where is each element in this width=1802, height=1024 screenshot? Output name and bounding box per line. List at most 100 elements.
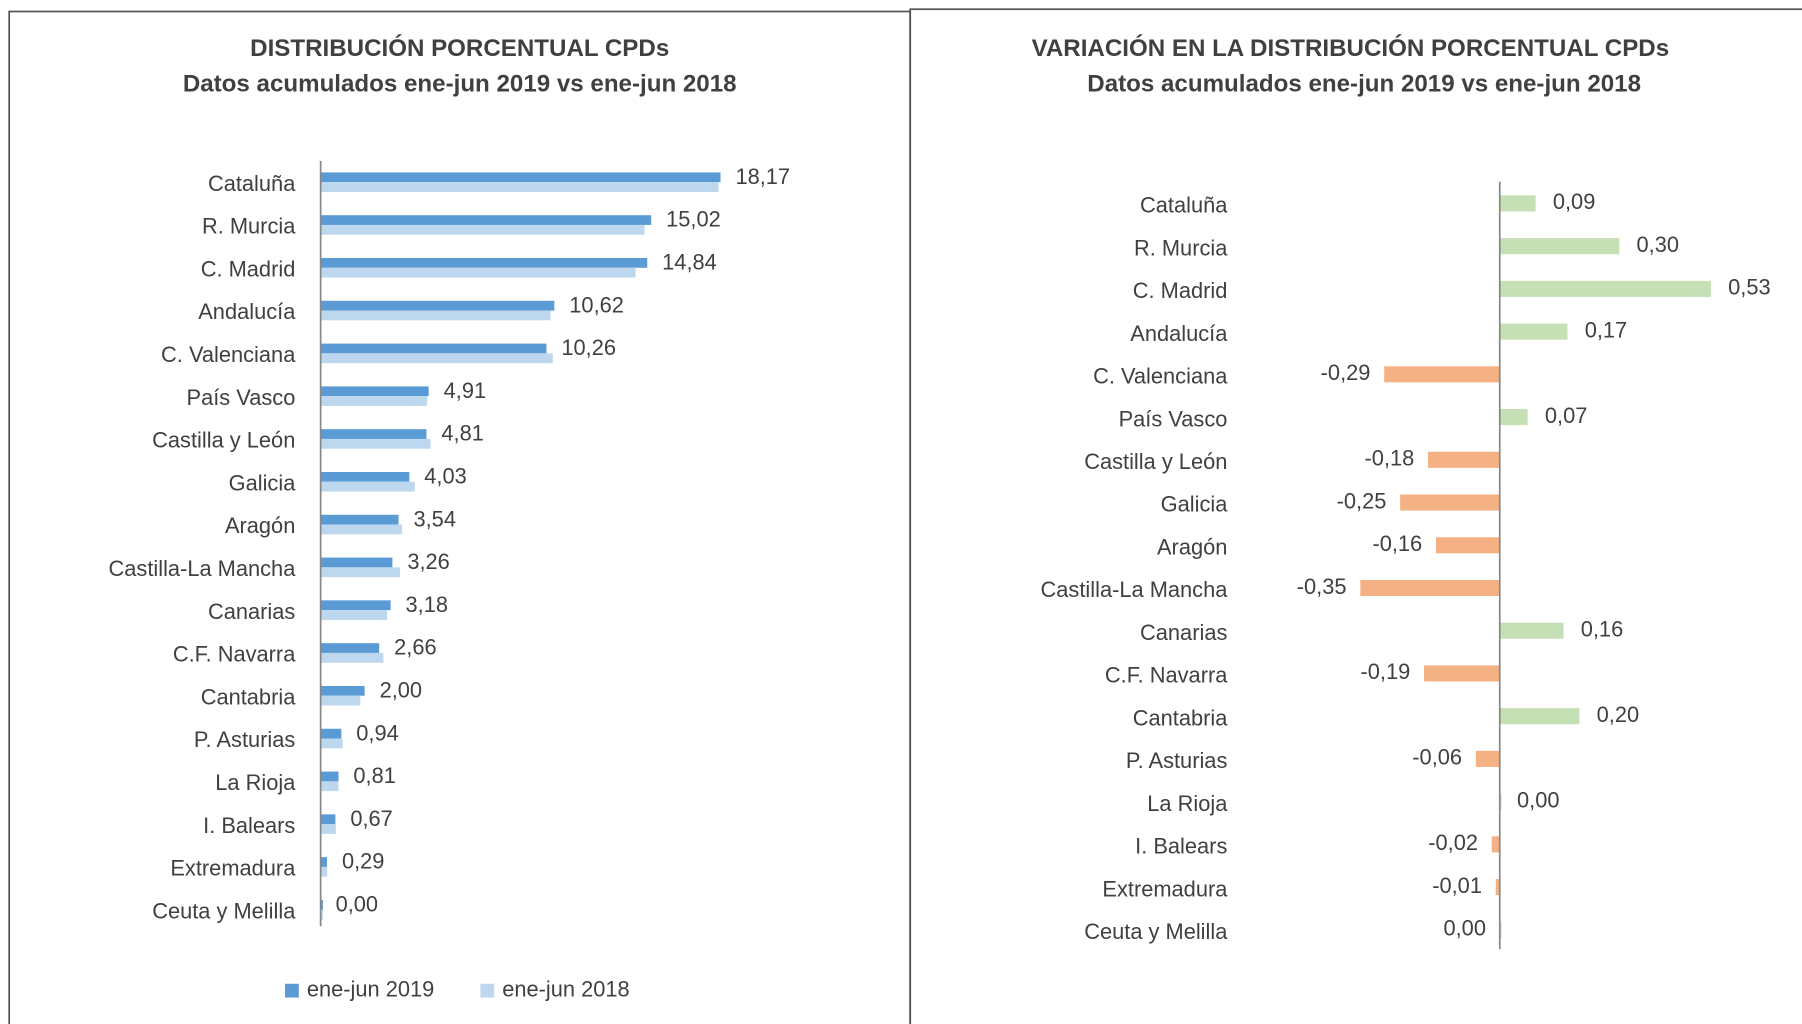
bar xyxy=(320,610,388,620)
bar xyxy=(320,857,328,867)
bar xyxy=(1499,409,1528,426)
bar xyxy=(320,182,719,192)
category-label: Ceuta y Melilla xyxy=(1084,919,1228,944)
value-label: 0,00 xyxy=(1443,916,1485,941)
category-label: Cantabria xyxy=(1133,705,1229,730)
bar xyxy=(320,899,323,910)
bar xyxy=(320,781,339,792)
bar xyxy=(320,300,555,311)
category-label: Andalucía xyxy=(198,299,296,324)
category-label: C. Madrid xyxy=(1133,278,1228,303)
bar xyxy=(320,396,428,406)
value-label: 15,02 xyxy=(666,207,721,232)
bar xyxy=(1436,537,1500,554)
value-label: 10,26 xyxy=(561,335,616,360)
chart-title: DISTRIBUCIÓN PORCENTUAL CPDs xyxy=(250,34,669,62)
category-label: Andalucía xyxy=(1130,321,1228,346)
category-label: C.F. Navarra xyxy=(173,642,296,667)
bar xyxy=(320,524,403,535)
bar xyxy=(320,429,427,439)
bar xyxy=(1384,366,1500,383)
category-label: P. Asturias xyxy=(1126,748,1228,773)
value-label: 0,67 xyxy=(350,806,392,831)
category-label: R. Murcia xyxy=(202,214,296,239)
value-label: 18,17 xyxy=(735,164,790,189)
value-label: -0,19 xyxy=(1360,659,1410,684)
value-label: 0,09 xyxy=(1553,189,1595,214)
chart-subtitle: Datos acumulados ene-jun 2019 vs ene-jun… xyxy=(1087,70,1641,97)
value-label: -0,35 xyxy=(1297,574,1347,599)
bar xyxy=(320,567,401,578)
category-label: Cataluña xyxy=(208,171,296,196)
value-label: 3,54 xyxy=(413,506,455,531)
value-label: -0,16 xyxy=(1372,531,1422,556)
value-label: 4,03 xyxy=(424,463,466,488)
bar xyxy=(1499,238,1620,255)
legend-label: ene-jun 2018 xyxy=(502,976,629,1001)
value-label: 0,00 xyxy=(336,891,378,916)
category-label: Galicia xyxy=(1161,492,1229,517)
category-label: C.F. Navarra xyxy=(1105,663,1228,688)
value-label: 0,20 xyxy=(1597,702,1639,727)
category-label: Canarias xyxy=(208,599,295,624)
chart-title: VARIACIÓN EN LA DISTRIBUCIÓN PORCENTUAL … xyxy=(1032,34,1670,62)
category-label: Extremadura xyxy=(1102,876,1228,901)
value-label: -0,18 xyxy=(1364,446,1414,471)
bar xyxy=(1495,879,1500,896)
value-label: -0,25 xyxy=(1337,488,1387,513)
category-label: Ceuta y Melilla xyxy=(152,898,296,923)
bar xyxy=(1428,451,1500,468)
bar xyxy=(320,685,365,696)
value-label: 0,00 xyxy=(1517,787,1559,812)
bar xyxy=(320,481,415,492)
category-label: R. Murcia xyxy=(1134,235,1228,260)
category-label: P. Asturias xyxy=(194,727,296,752)
category-label: La Rioja xyxy=(1147,791,1228,816)
bar xyxy=(1499,323,1568,340)
legend-swatch xyxy=(480,983,495,998)
bar xyxy=(320,643,380,653)
value-label: 0,29 xyxy=(342,849,384,874)
chart-subtitle: Datos acumulados ene-jun 2019 vs ene-jun… xyxy=(183,70,737,97)
bar xyxy=(320,557,393,568)
category-label: La Rioja xyxy=(215,770,296,795)
category-label: Castilla y León xyxy=(152,428,295,453)
bar xyxy=(320,438,431,449)
bar xyxy=(1499,280,1711,297)
category-label: Cantabria xyxy=(201,684,297,709)
bar xyxy=(320,471,410,482)
bar xyxy=(320,866,328,877)
bar xyxy=(320,224,645,235)
category-label: Castilla y León xyxy=(1084,449,1227,474)
bar xyxy=(320,824,336,834)
bar xyxy=(320,514,399,525)
value-label: 2,00 xyxy=(380,677,422,702)
category-label: C. Valenciana xyxy=(1093,364,1228,389)
value-label: -0,06 xyxy=(1412,745,1462,770)
category-label: Canarias xyxy=(1140,620,1227,645)
bar xyxy=(1475,750,1500,767)
category-label: Aragón xyxy=(1157,534,1227,559)
bar xyxy=(320,909,323,920)
value-label: 4,91 xyxy=(444,378,486,403)
value-label: 4,81 xyxy=(441,421,483,446)
bar xyxy=(320,172,721,183)
right-panel xyxy=(909,8,1802,1024)
value-label: 2,66 xyxy=(394,635,436,660)
value-label: -0,01 xyxy=(1432,873,1482,898)
legend-label: ene-jun 2019 xyxy=(307,976,434,1001)
bar xyxy=(320,652,384,663)
bar xyxy=(320,738,343,749)
bar xyxy=(320,728,342,739)
category-label: Aragón xyxy=(225,513,295,538)
bar xyxy=(320,310,551,321)
bar xyxy=(320,695,361,706)
bar xyxy=(1360,579,1500,597)
value-label: 0,53 xyxy=(1728,275,1770,300)
bar xyxy=(320,215,652,225)
value-label: 0,94 xyxy=(356,720,398,745)
bar xyxy=(320,267,636,278)
bar xyxy=(1499,622,1564,639)
value-label: 10,62 xyxy=(569,292,624,317)
